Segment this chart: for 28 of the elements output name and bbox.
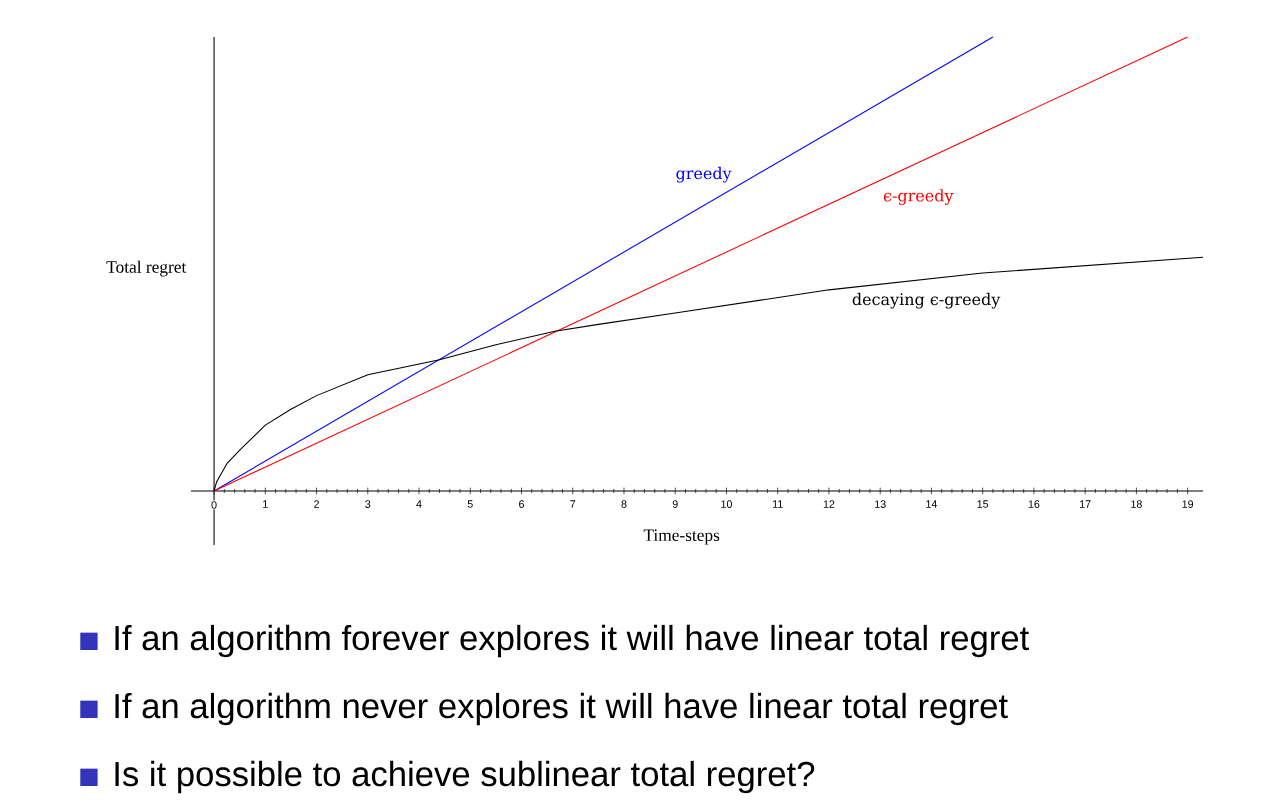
series-label: ϵ-greedy — [883, 189, 954, 205]
x-tick-label: 2 — [314, 500, 319, 508]
x-tick-label: 14 — [926, 500, 938, 508]
x-tick-label: 0 — [211, 501, 217, 509]
x-tick-label: 9 — [672, 500, 678, 508]
x-tick-label: 7 — [570, 500, 576, 508]
x-tick-label: 5 — [467, 500, 473, 508]
x-tick-label: 1 — [263, 500, 268, 508]
text: If an algorithm never explores it will have linear total regret — [115, 692, 1008, 726]
text: If an algorithm forever explores it will have linear total regret — [115, 624, 1030, 658]
x-tick-label: 8 — [621, 500, 627, 508]
x-tick-label: 6 — [519, 500, 524, 508]
x-tick-label: 10 — [721, 500, 732, 508]
x-tick-label: 19 — [1182, 500, 1194, 508]
x-tick-label: 11 — [772, 500, 783, 508]
y-axis-title: Total regret — [106, 260, 187, 277]
x-axis-title: Time-steps — [643, 529, 720, 545]
x-tick-label: 16 — [1028, 500, 1040, 508]
x-tick-label: 4 — [416, 500, 422, 508]
series-label: greedy — [676, 166, 732, 183]
x-tick-label: 12 — [823, 500, 835, 508]
series-label: decaying ϵ-greedy — [852, 292, 1001, 309]
x-tick-label: 17 — [1080, 500, 1091, 508]
x-tick-label: 15 — [977, 500, 989, 508]
text: Is it possible to achieve sublinear total regret? — [115, 760, 815, 794]
x-tick-label: 18 — [1131, 500, 1142, 508]
x-tick-label: 3 — [365, 500, 371, 508]
x-tick-label: 13 — [875, 500, 886, 508]
